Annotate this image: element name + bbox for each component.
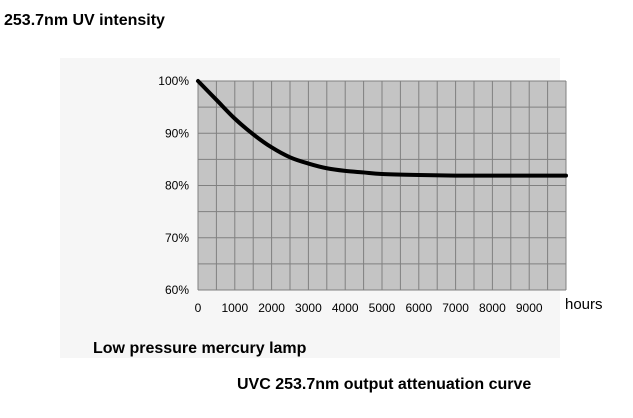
- series-line: [196, 79, 568, 178]
- x-tick-label: 5000: [369, 301, 396, 315]
- grid-lines: [197, 80, 567, 291]
- y-tick-label: 100%: [158, 74, 189, 88]
- x-axis-label: hours: [565, 296, 603, 313]
- series-group: [196, 79, 568, 178]
- y-tick-label: 80%: [165, 179, 189, 193]
- x-tick-label: 2000: [258, 301, 285, 315]
- y-axis-ticks: 100% 90% 80% 70% 60%: [158, 74, 189, 297]
- x-axis-ticks: 0 1000 2000 3000 4000 5000 6000 7000 8000 9000: [195, 301, 543, 315]
- x-tick-label: 8000: [479, 301, 506, 315]
- y-tick-label: 90%: [165, 126, 189, 140]
- x-tick-label: 7000: [442, 301, 469, 315]
- chart-caption: UVC 253.7nm output attenuation curve: [237, 376, 532, 393]
- x-tick-label: 9000: [516, 301, 543, 315]
- x-tick-label: 1000: [221, 301, 248, 315]
- x-tick-label: 3000: [295, 301, 322, 315]
- x-tick-label: 4000: [332, 301, 359, 315]
- x-tick-label: 0: [195, 301, 202, 315]
- chart-title: 253.7nm UV intensity: [4, 12, 165, 29]
- chart-subtitle: Low pressure mercury lamp: [93, 340, 307, 357]
- y-tick-label: 60%: [165, 283, 189, 297]
- x-tick-label: 6000: [405, 301, 432, 315]
- y-tick-label: 70%: [165, 231, 189, 245]
